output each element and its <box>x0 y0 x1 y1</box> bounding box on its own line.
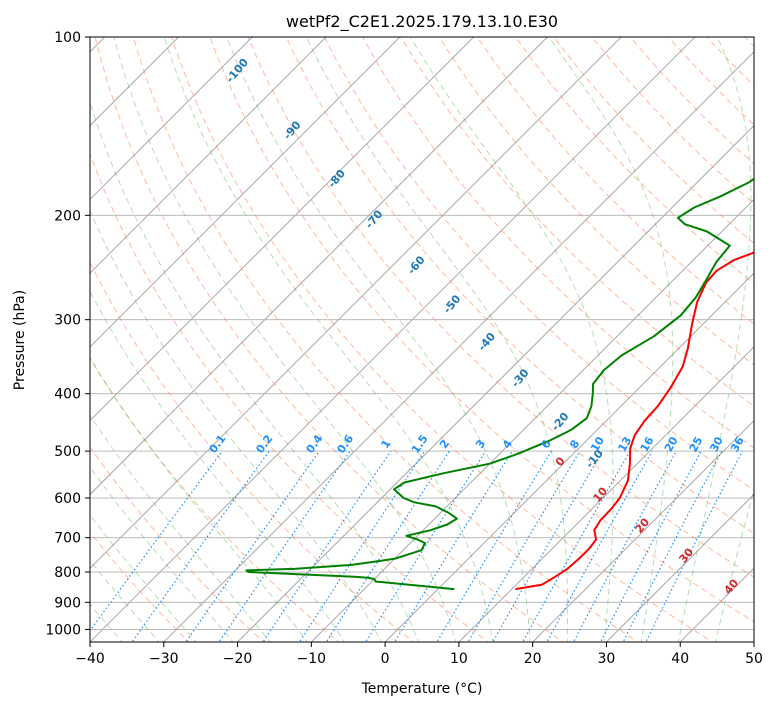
x-tick-label: −10 <box>297 651 327 667</box>
dry-adiabat <box>323 37 754 491</box>
dry-adiabat <box>94 37 564 642</box>
dry-adiabat <box>362 37 754 449</box>
moist-adiabat <box>90 466 234 642</box>
mixing-ratio-line <box>185 450 320 642</box>
mixing-ratio-line <box>325 450 450 642</box>
x-tick-label: −40 <box>75 651 105 667</box>
x-tick-label: −30 <box>149 651 179 667</box>
plot-area <box>90 37 754 642</box>
y-tick-label: 900 <box>54 595 81 611</box>
isotherm <box>310 198 754 642</box>
y-tick-label: 100 <box>54 30 81 46</box>
x-axis-title: Temperature (°C) <box>361 681 483 697</box>
moist-adiabat <box>90 290 345 642</box>
isotherm <box>90 37 475 422</box>
temperature-line <box>515 251 754 591</box>
dry-adiabat <box>209 37 754 623</box>
dry-adiabat <box>285 37 754 535</box>
moist-adiabat <box>90 209 382 642</box>
isotherm <box>90 37 327 274</box>
isotherm <box>90 37 401 348</box>
isotherm <box>458 346 754 642</box>
isotherm <box>236 124 754 642</box>
dewpoint-line <box>245 177 754 591</box>
mixing-ratio-line <box>572 450 677 642</box>
x-tick-label: −20 <box>223 651 253 667</box>
x-tick-label: 0 <box>381 651 390 667</box>
moist-adiabat <box>90 356 308 642</box>
moist-adiabat <box>90 100 420 642</box>
x-tick-label: 40 <box>671 651 689 667</box>
moist-adiabat <box>677 37 752 642</box>
y-tick-label: 800 <box>54 565 81 581</box>
dry-adiabat <box>476 37 754 325</box>
isotherm <box>532 420 754 642</box>
moist-adiabat <box>90 414 271 642</box>
mixing-ratio-line <box>90 450 223 632</box>
mixing-ratio-label: 36 <box>728 434 747 454</box>
y-axis-title: Pressure (hPa) <box>12 290 28 390</box>
dry-adiabat <box>400 37 754 407</box>
y-tick-label: 700 <box>54 531 81 547</box>
dry-adiabat <box>90 356 340 642</box>
y-tick-label: 400 <box>54 387 81 403</box>
x-tick-label: 30 <box>598 651 616 667</box>
y-axis: 100 200 300 400 500 600 700 800 900 1000 <box>45 30 90 638</box>
dry-adiabat <box>171 37 714 642</box>
dry-adiabat <box>90 260 415 642</box>
y-tick-label: 500 <box>54 444 81 460</box>
moist-adiabat <box>548 37 674 642</box>
mixing-ratio-line <box>298 450 426 642</box>
dry-adiabat <box>90 152 490 642</box>
dry-adiabat <box>90 446 265 642</box>
dry-adiabat <box>438 37 754 366</box>
mixing-ratio-line <box>218 450 351 642</box>
mixing-ratio-label: 25 <box>687 435 706 455</box>
mixing-ratio-line <box>262 450 392 642</box>
y-tick-label: 1000 <box>45 622 81 638</box>
dry-adiabat <box>132 37 639 642</box>
mixing-ratio-line <box>599 450 702 642</box>
isotherm <box>90 37 622 569</box>
dry-adiabat <box>247 37 754 578</box>
y-tick-label: 600 <box>54 491 81 507</box>
moist-adiabat <box>90 559 160 642</box>
mixing-ratio-line <box>393 450 513 642</box>
mixing-ratio-line <box>364 450 487 642</box>
isotherm <box>90 37 696 642</box>
moist-adiabat <box>90 514 197 642</box>
moist-adiabat <box>113 37 457 642</box>
x-tick-label: 10 <box>450 651 468 667</box>
isotherm <box>384 272 754 642</box>
x-axis: −40 −30 −20 −10 0 10 20 30 40 50 <box>75 642 763 667</box>
moist-adiabat <box>226 37 531 642</box>
plot-frame <box>89 36 755 643</box>
isotherm <box>90 37 549 496</box>
moist-adiabat <box>163 37 494 642</box>
moist-adiabat <box>714 488 754 642</box>
moist-adiabat <box>305 37 569 642</box>
y-tick-label: 200 <box>54 208 81 224</box>
isotherm <box>163 51 754 642</box>
x-tick-label: 20 <box>524 651 542 667</box>
mixing-ratio-line <box>467 450 581 642</box>
mixing-ratio-line <box>622 450 723 642</box>
mixing-ratio-line <box>131 450 270 642</box>
chart-title: wetPf2_C2E1.2025.179.13.10.E30 <box>286 12 558 32</box>
y-tick-label: 300 <box>54 313 81 329</box>
isotherm <box>605 493 754 642</box>
moist-adiabat <box>410 37 614 642</box>
x-tick-label: 50 <box>745 651 763 667</box>
isotherm <box>90 37 253 200</box>
